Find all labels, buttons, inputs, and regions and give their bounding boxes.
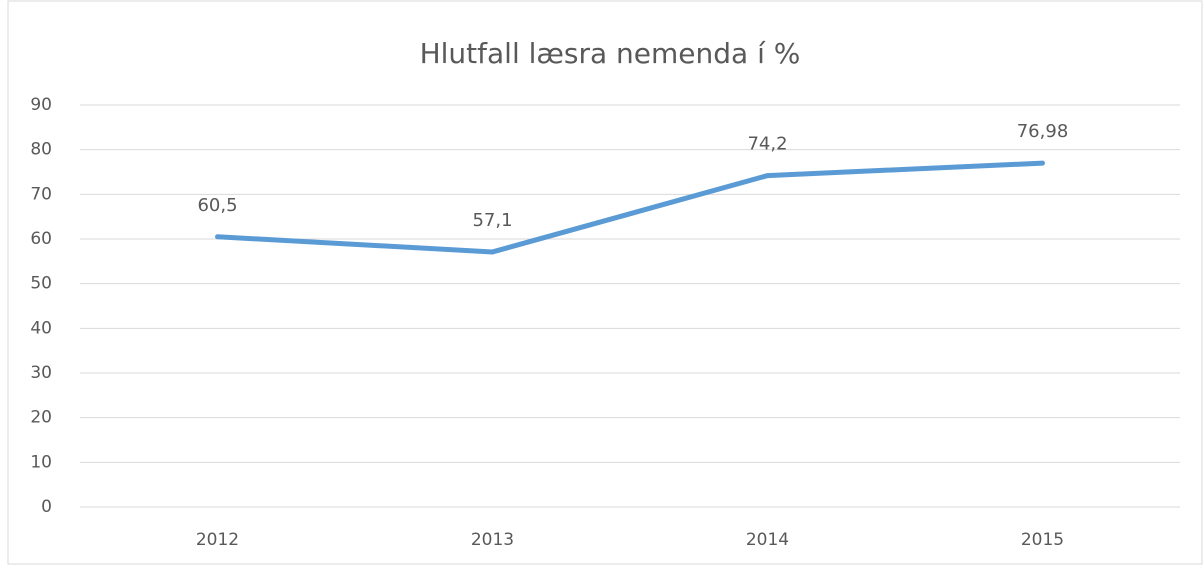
y-tick-label: 80 [30,140,52,160]
y-tick-label: 20 [30,408,52,428]
data-label: 76,98 [1017,121,1069,142]
y-tick-label: 40 [30,318,52,338]
y-tick-label: 90 [30,95,52,115]
x-tick-label: 2014 [746,530,789,550]
x-tick-label: 2015 [1021,530,1064,550]
y-tick-label: 50 [30,274,52,294]
chart-border [7,0,1203,565]
data-label: 74,2 [747,134,787,155]
data-label: 60,5 [197,195,237,216]
y-tick-label: 70 [30,184,52,204]
y-tick-label: 30 [30,363,52,383]
chart-title: Hlutfall læsra nemenda í % [420,37,801,70]
y-tick-label: 10 [30,452,52,472]
x-tick-label: 2013 [471,530,514,550]
y-tick-label: 60 [30,229,52,249]
data-line [215,160,1045,255]
data-label: 57,1 [472,210,512,231]
y-tick-label: 0 [41,497,52,517]
x-tick-label: 2012 [196,530,239,550]
